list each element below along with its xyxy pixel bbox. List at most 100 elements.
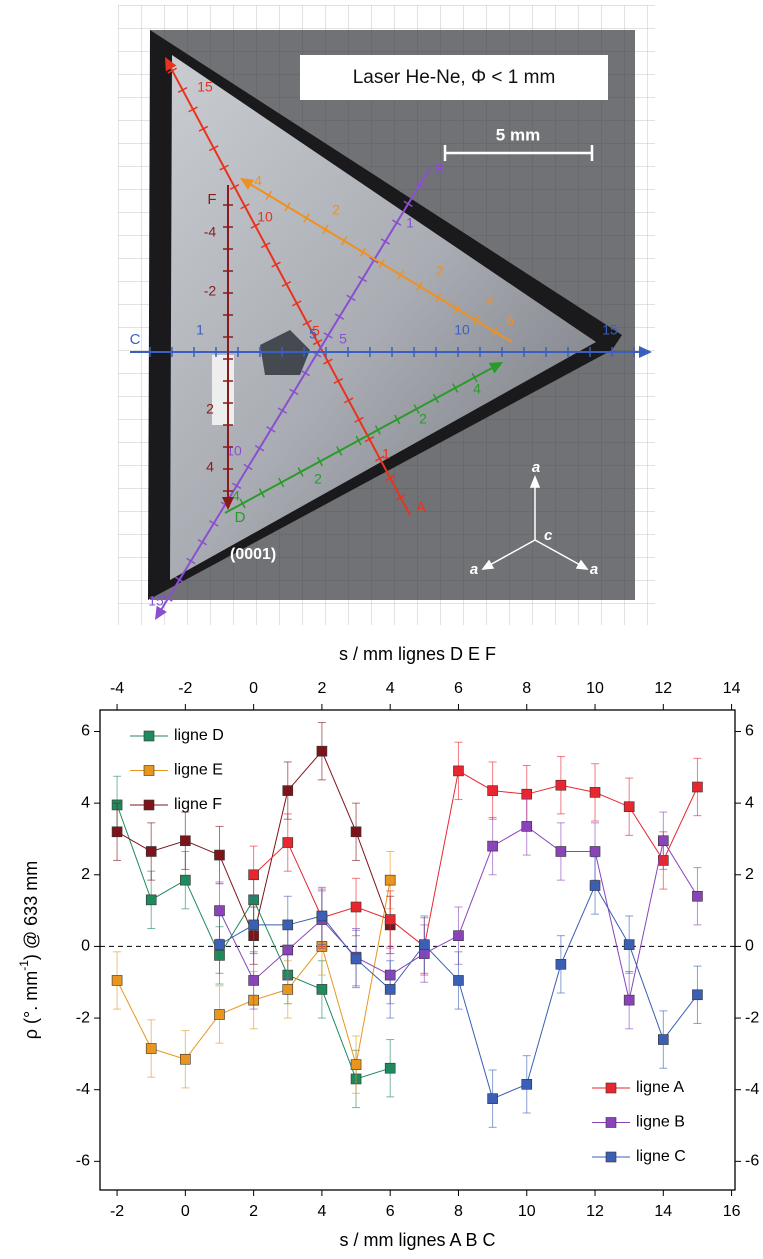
y-tick-label: -4 xyxy=(76,1081,90,1098)
legend-marker xyxy=(605,1082,617,1094)
caption: Laser He-Ne, Φ < 1 mm xyxy=(353,67,556,88)
marker xyxy=(419,939,430,950)
scan-tick xyxy=(278,477,285,488)
y-tick-label: 6 xyxy=(81,723,90,740)
x2-tick-label: -4 xyxy=(110,680,124,697)
scan-tick xyxy=(250,222,261,229)
x-tick-label: 16 xyxy=(723,1203,741,1220)
face-label: (0001) xyxy=(230,546,276,563)
scan-tick xyxy=(323,332,333,339)
marker xyxy=(350,953,362,965)
marker xyxy=(623,801,635,813)
scan-tick xyxy=(271,261,281,268)
marker xyxy=(145,1043,157,1054)
scale-bar xyxy=(443,145,594,161)
line-label: 10 xyxy=(454,322,470,338)
line-label: 4 xyxy=(232,488,240,504)
marker xyxy=(316,745,328,757)
arrow-head xyxy=(529,474,541,488)
scan-tick xyxy=(374,425,381,435)
marker xyxy=(180,835,191,847)
scan-line xyxy=(167,63,411,516)
line-name: D xyxy=(235,509,246,526)
x-tick-label: 8 xyxy=(454,1203,463,1220)
line-label: 10 xyxy=(257,209,273,225)
scan-tick xyxy=(186,557,196,565)
arrow-head xyxy=(481,559,495,570)
marker xyxy=(214,939,225,950)
scan-tick xyxy=(357,275,368,283)
scan-line xyxy=(246,181,513,343)
y2-tick-label: -2 xyxy=(745,1009,759,1026)
x-tick-label: 6 xyxy=(386,1203,395,1220)
y-tick-label: 2 xyxy=(81,866,90,883)
line-label: 1 xyxy=(382,446,390,462)
marker xyxy=(692,890,703,902)
reflection xyxy=(212,355,234,425)
scan-tick xyxy=(380,238,390,245)
marker xyxy=(487,1093,498,1104)
y2-tick-label: 0 xyxy=(745,938,754,955)
scan-tick xyxy=(265,190,273,201)
y-tick-label: -2 xyxy=(76,1009,90,1026)
line-label: 4 xyxy=(486,293,494,309)
marker xyxy=(521,1079,533,1090)
line-name: F xyxy=(207,191,216,208)
marker xyxy=(453,765,464,777)
marker xyxy=(453,975,464,986)
line-label: 15 xyxy=(148,593,164,609)
marker xyxy=(555,846,567,857)
legend: ligne D ligne E ligne F xyxy=(130,727,224,813)
marker xyxy=(180,874,191,886)
axis-c: c xyxy=(544,527,553,544)
marker xyxy=(521,821,533,832)
line-label: 1 xyxy=(406,215,414,231)
marker xyxy=(214,1009,225,1020)
marker xyxy=(282,919,294,931)
scan-tick xyxy=(472,315,480,325)
marker xyxy=(350,826,362,838)
y-title-main: ρ (°. mm xyxy=(21,971,41,1039)
scan-tick xyxy=(375,455,385,462)
x2-tick-label: -2 xyxy=(178,680,192,697)
marker xyxy=(145,894,157,906)
x2-axis-title: s / mm lignes D E F xyxy=(339,644,496,664)
marker xyxy=(214,849,225,861)
scan-tick xyxy=(392,219,402,226)
marker xyxy=(316,984,328,995)
line-label: 5 xyxy=(339,331,347,347)
marker xyxy=(384,1062,396,1074)
scan-tick xyxy=(281,280,292,287)
scan-tick xyxy=(397,270,404,280)
scan-tick xyxy=(198,125,209,132)
axis-arrow xyxy=(487,539,536,567)
scan-tick xyxy=(316,456,323,467)
line-label: 4 xyxy=(254,173,262,189)
scan-tick xyxy=(240,203,250,210)
scan-tick xyxy=(260,242,271,249)
scan-tick xyxy=(453,304,461,314)
scan-tick xyxy=(243,463,253,471)
marker xyxy=(316,910,328,922)
marker xyxy=(350,901,362,913)
marker xyxy=(623,994,635,1006)
scan-tick xyxy=(292,300,302,307)
scan-tick xyxy=(435,292,442,303)
scan-tick xyxy=(303,213,310,223)
legend-label: ligne B xyxy=(636,1114,685,1131)
marker xyxy=(384,984,396,995)
series xyxy=(214,856,703,1128)
line-label: 2 xyxy=(332,202,340,218)
scan-tick xyxy=(343,397,354,404)
axis-a: a xyxy=(470,561,478,578)
arrow-head xyxy=(240,178,255,190)
line-label: 2 xyxy=(436,263,444,279)
line-label: 4 xyxy=(473,381,481,397)
marker xyxy=(111,975,123,986)
x2-tick-label: 12 xyxy=(654,680,672,697)
scan-tick xyxy=(336,446,343,456)
scan-tick xyxy=(333,377,344,384)
chart: -2 0 2 4 6 8 10 12 14 16 -4 -2 0 2 4 6 8 10 12 14 -6 -6 -4 -4 -2… xyxy=(17,644,759,1250)
line-label: 5 xyxy=(312,323,320,339)
scan-tick xyxy=(414,181,425,189)
